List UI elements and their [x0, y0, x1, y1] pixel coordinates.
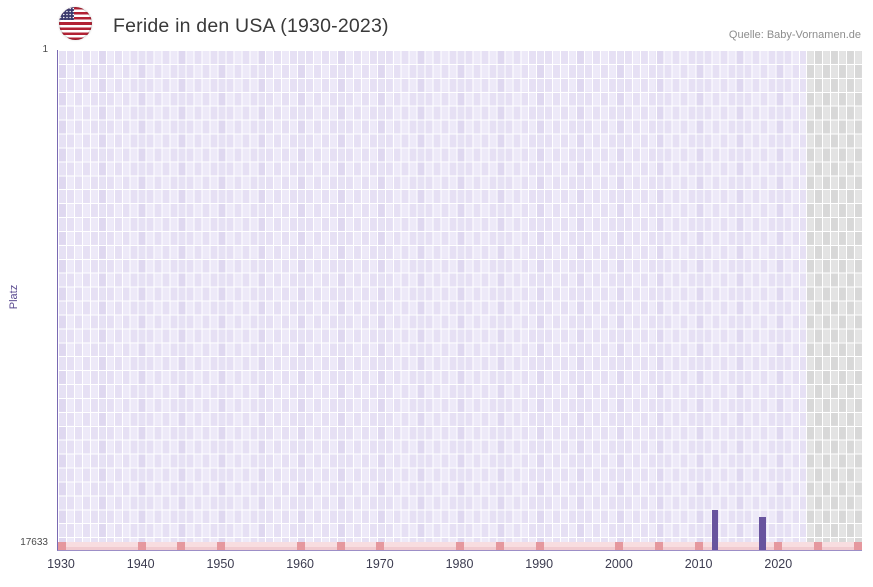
x-tick-1950: 1950	[206, 557, 235, 571]
axis-marker-1960	[296, 542, 305, 550]
y-tick-top: 1	[42, 44, 48, 55]
axis-marker-2020	[774, 542, 783, 550]
axis-marker-2005	[655, 542, 663, 550]
axis-marker-1940	[137, 542, 146, 550]
us-flag-icon	[59, 7, 92, 40]
plot-area	[57, 50, 862, 551]
axis-marker-2025	[814, 542, 823, 550]
x-tick-2020: 2020	[764, 557, 793, 571]
axis-marker-1945	[177, 542, 186, 550]
rank-bar-2012	[711, 510, 718, 550]
y-axis-label: Platz	[8, 284, 20, 310]
x-tick-1960: 1960	[286, 557, 314, 571]
x-tick-1980: 1980	[445, 557, 474, 571]
axis-marker-2000	[615, 542, 624, 550]
x-tick-1970: 1970	[365, 557, 394, 571]
y-tick-bottom: 17633	[20, 537, 48, 548]
x-tick-2000: 2000	[604, 557, 633, 571]
axis-marker-2030	[854, 542, 862, 550]
axis-marker-2010	[694, 542, 703, 550]
axis-marker-1990	[535, 542, 544, 550]
no-data-region	[806, 50, 862, 550]
axis-marker-1985	[495, 542, 504, 550]
source-attribution: Quelle: Baby-Vornamen.de	[728, 29, 861, 41]
flag-canton	[59, 7, 74, 20]
axis-marker-1980	[456, 542, 464, 550]
chart-title: Feride in den USA (1930-2023)	[113, 15, 389, 37]
x-tick-1990: 1990	[525, 557, 554, 571]
axis-marker-1970	[376, 542, 385, 550]
axis-marker-1930	[58, 542, 66, 550]
axis-marker-1950	[217, 542, 226, 550]
rank-bar-2018	[759, 517, 766, 550]
x-tick-1930: 1930	[47, 557, 75, 571]
x-tick-2010: 2010	[684, 557, 713, 571]
x-tick-1940: 1940	[126, 557, 155, 571]
axis-marker-1965	[336, 542, 345, 550]
